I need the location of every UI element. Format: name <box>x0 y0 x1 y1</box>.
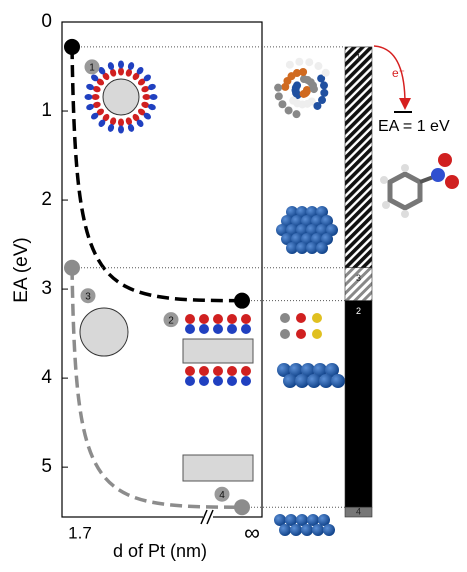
state-label: 1 <box>89 63 95 74</box>
curve <box>72 47 242 301</box>
y-axis-label: EA (eV) <box>11 237 32 302</box>
state-label: 3 <box>85 291 91 302</box>
level-label: 4 <box>356 506 361 516</box>
electron-label: e⁻ <box>392 66 405 80</box>
y-tick-label: 5 <box>41 456 52 477</box>
level-bar <box>345 47 372 268</box>
state-label: 2 <box>168 315 174 326</box>
level-label: 2 <box>356 306 361 316</box>
page: EA (eV) d of Pt (nm) e⁻ EA = 1 eV 0 1 2 3 4 5… <box>0 0 467 572</box>
y-tick-label: 1 <box>41 100 52 121</box>
y-tick-label: 0 <box>41 11 52 32</box>
y-tick-label: 2 <box>41 189 52 210</box>
x-tick-label: ∞ <box>244 520 260 545</box>
level-label: 3 <box>356 273 361 283</box>
level-bar <box>345 301 372 508</box>
x-axis-label: d of Pt (nm) <box>113 541 207 561</box>
point <box>64 260 80 276</box>
molecule-illustration <box>380 153 459 218</box>
cluster-illustration <box>274 58 345 536</box>
point <box>234 293 250 309</box>
chart: EA (eV) d of Pt (nm) e⁻ EA = 1 eV 0 1 2 3 4 5… <box>0 0 467 567</box>
y-tick-label: 3 <box>41 278 52 299</box>
x-tick-label: 1.7 <box>68 523 92 542</box>
point <box>64 39 80 55</box>
slab-schematic <box>183 339 253 481</box>
y-tick-label: 4 <box>41 367 52 388</box>
annotation: EA = 1 eV <box>378 118 450 135</box>
point <box>234 499 250 515</box>
level-label: 1 <box>356 52 361 62</box>
state-label: 4 <box>219 490 225 501</box>
particle-schematic <box>80 308 128 356</box>
